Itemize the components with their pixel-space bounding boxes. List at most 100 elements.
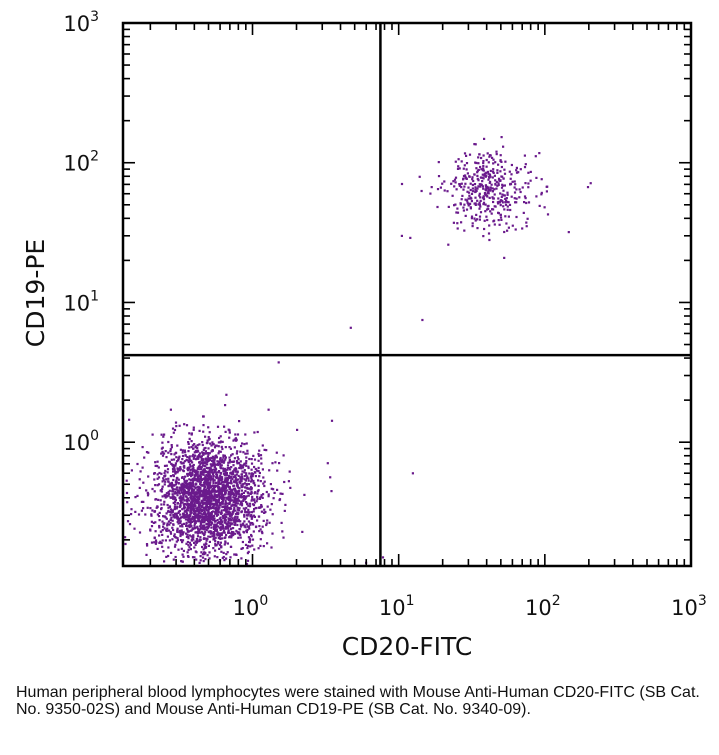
event-dot <box>504 160 507 163</box>
event-dot <box>240 484 243 487</box>
event-dot <box>194 520 197 523</box>
event-dot <box>152 521 155 524</box>
event-dot <box>217 461 220 464</box>
event-dot <box>173 498 176 501</box>
event-dot <box>538 204 541 207</box>
event-dot <box>232 519 235 522</box>
event-dot <box>205 508 208 511</box>
event-dot <box>247 465 250 468</box>
event-dot <box>493 188 496 191</box>
event-dot <box>224 508 227 511</box>
event-dot <box>506 191 509 194</box>
event-dot <box>163 527 166 530</box>
event-dot <box>462 206 465 209</box>
event-dot <box>206 463 209 466</box>
event-dot <box>189 548 192 551</box>
event-dot <box>215 524 218 527</box>
event-dot <box>200 551 203 554</box>
event-dot <box>198 503 201 507</box>
event-dot <box>172 475 175 478</box>
event-dot <box>239 520 242 523</box>
event-dot <box>263 480 266 483</box>
event-dot <box>259 538 262 541</box>
event-dot <box>247 483 251 486</box>
event-dot <box>240 467 243 470</box>
event-dot <box>186 498 189 501</box>
event-dot <box>200 493 203 496</box>
event-dot <box>219 466 222 469</box>
event-dot <box>253 482 256 485</box>
event-dot <box>257 479 260 482</box>
event-dot <box>503 172 507 175</box>
event-dot <box>190 539 193 542</box>
event-dot <box>485 165 488 168</box>
event-dot <box>258 449 261 452</box>
event-dot <box>218 535 221 538</box>
event-dot <box>180 489 183 492</box>
event-dot <box>202 478 205 481</box>
event-dot <box>524 182 527 185</box>
event-dot <box>201 441 204 444</box>
event-dot <box>253 515 256 518</box>
event-dot <box>510 163 513 167</box>
event-dot <box>227 495 230 498</box>
event-dot <box>193 546 196 549</box>
event-dot <box>146 494 150 497</box>
event-dot <box>145 489 148 492</box>
event-dot <box>507 215 510 218</box>
event-dot <box>238 528 241 531</box>
event-dot <box>463 152 467 155</box>
event-dot <box>190 511 193 515</box>
event-dot <box>184 451 187 454</box>
event-dot <box>192 504 195 507</box>
tick-label: 101 <box>379 593 415 620</box>
event-dot <box>167 477 170 480</box>
event-dot <box>242 491 245 494</box>
event-dot <box>199 536 202 539</box>
event-dot <box>240 475 244 478</box>
event-dot <box>485 208 489 211</box>
event-dot <box>257 452 260 456</box>
event-dot <box>235 460 239 463</box>
event-dot <box>452 221 455 224</box>
event-dot <box>489 210 492 213</box>
event-dot <box>223 505 226 509</box>
event-dot <box>170 446 173 449</box>
event-dot <box>209 481 212 484</box>
event-dot <box>227 502 230 505</box>
event-dot <box>193 517 196 521</box>
event-dot <box>467 204 470 207</box>
event-dot <box>197 450 200 453</box>
event-dot <box>195 514 198 517</box>
event-dot <box>207 521 210 524</box>
event-dot <box>194 515 197 518</box>
event-dot <box>187 442 190 445</box>
event-dot <box>248 505 252 508</box>
event-dot <box>488 175 491 178</box>
event-dot <box>202 464 205 467</box>
event-dot <box>170 516 173 519</box>
event-dot <box>207 436 210 439</box>
event-dot <box>499 154 502 157</box>
event-dot <box>176 530 179 533</box>
event-dot <box>203 543 206 546</box>
event-dot <box>165 478 168 481</box>
event-dot <box>204 518 207 521</box>
event-dot <box>186 527 189 530</box>
event-dot <box>529 179 532 182</box>
event-dot <box>208 458 211 461</box>
event-dot <box>193 511 196 514</box>
event-dot <box>437 175 441 178</box>
event-dot <box>161 480 164 483</box>
event-dot <box>250 499 253 502</box>
event-dot <box>489 154 492 157</box>
event-dot <box>185 458 188 462</box>
event-dot <box>241 540 244 544</box>
event-dot <box>231 493 234 496</box>
event-dot <box>167 546 170 549</box>
event-dot <box>202 458 205 461</box>
event-dot <box>270 503 273 506</box>
event-dot <box>187 441 190 444</box>
event-dot <box>498 223 501 226</box>
event-dot <box>475 167 478 170</box>
